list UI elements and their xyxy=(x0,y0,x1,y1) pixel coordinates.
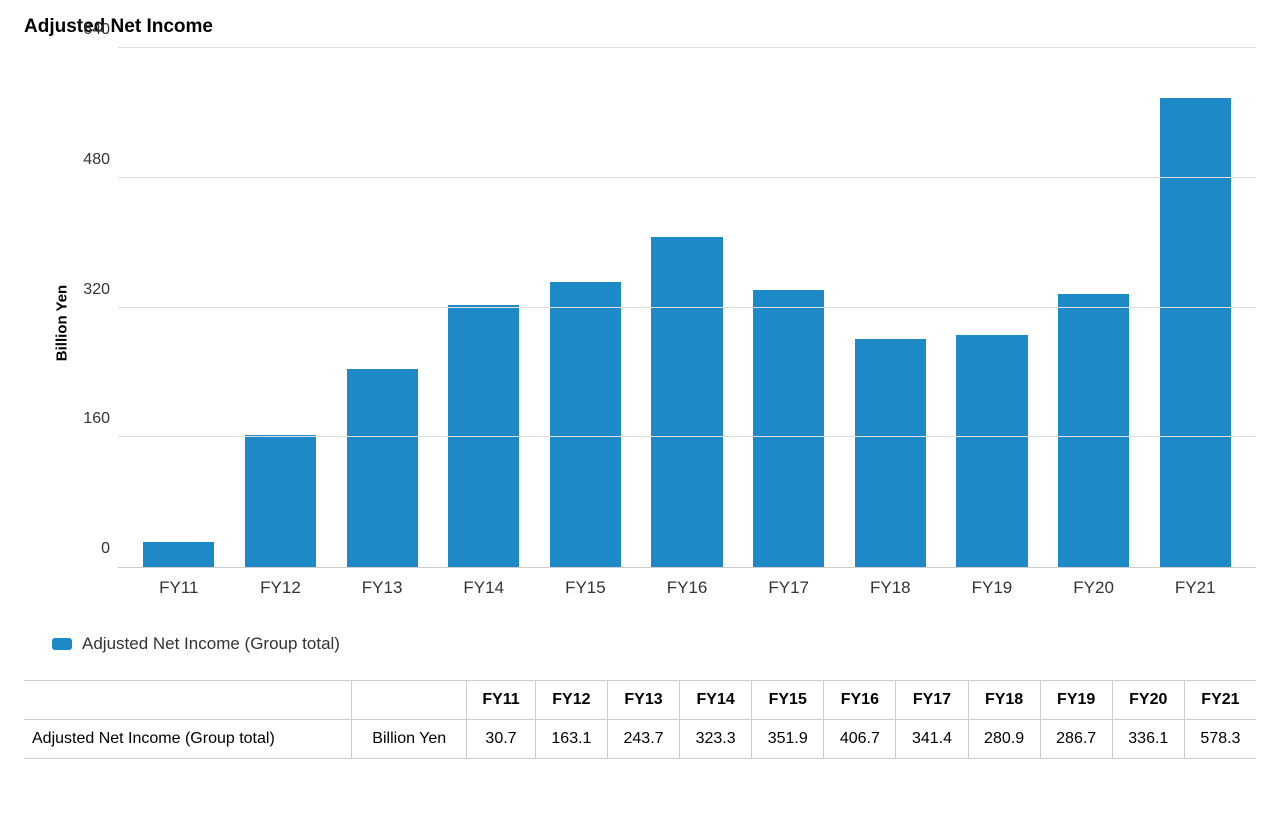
x-tick-label: FY19 xyxy=(941,578,1043,598)
plot-area: 0160320480640 xyxy=(118,48,1256,568)
bar xyxy=(143,542,214,567)
bar xyxy=(651,237,722,567)
bar xyxy=(855,339,926,567)
table-cell: 351.9 xyxy=(752,720,824,759)
bar-slot xyxy=(636,48,738,567)
bar-slot xyxy=(331,48,433,567)
grid-line xyxy=(118,47,1256,48)
table-unit-header xyxy=(352,681,467,720)
table-column-header: FY12 xyxy=(535,681,607,720)
bar xyxy=(550,282,621,567)
grid-line xyxy=(118,307,1256,308)
grid-line xyxy=(118,436,1256,437)
bar-slot xyxy=(1043,48,1145,567)
bar-slot xyxy=(941,48,1043,567)
table-column-header: FY17 xyxy=(896,681,968,720)
x-tick-label: FY11 xyxy=(128,578,230,598)
bar-slot xyxy=(535,48,637,567)
table-cell: 280.9 xyxy=(968,720,1040,759)
grid-line xyxy=(118,177,1256,178)
legend-label: Adjusted Net Income (Group total) xyxy=(82,634,340,654)
bar-slot xyxy=(128,48,230,567)
table-unit-cell: Billion Yen xyxy=(352,720,467,759)
table-cell: 243.7 xyxy=(607,720,679,759)
x-tick-label: FY12 xyxy=(230,578,332,598)
y-tick-label: 160 xyxy=(64,410,110,428)
bar-slot xyxy=(433,48,535,567)
table-column-header: FY21 xyxy=(1184,681,1256,720)
table-cell: 323.3 xyxy=(680,720,752,759)
table-row-label: Adjusted Net Income (Group total) xyxy=(24,720,352,759)
table-cell: 286.7 xyxy=(1040,720,1112,759)
x-tick-label: FY14 xyxy=(433,578,535,598)
x-tick-label: FY13 xyxy=(331,578,433,598)
x-tick-label: FY18 xyxy=(839,578,941,598)
bar-slot xyxy=(738,48,840,567)
table-cell: 341.4 xyxy=(896,720,968,759)
x-axis-labels: FY11FY12FY13FY14FY15FY16FY17FY18FY19FY20… xyxy=(118,578,1256,598)
table-column-header: FY14 xyxy=(680,681,752,720)
table-header-row: FY11FY12FY13FY14FY15FY16FY17FY18FY19FY20… xyxy=(24,681,1256,720)
table-column-header: FY19 xyxy=(1040,681,1112,720)
bar-slot xyxy=(839,48,941,567)
table-column-header: FY11 xyxy=(467,681,536,720)
table-column-header: FY16 xyxy=(824,681,896,720)
chart-container: Billion Yen 0160320480640 FY11FY12FY13FY… xyxy=(64,48,1256,598)
legend: Adjusted Net Income (Group total) xyxy=(52,634,1256,654)
bar xyxy=(347,369,418,567)
table-cell: 163.1 xyxy=(535,720,607,759)
x-tick-label: FY17 xyxy=(738,578,840,598)
table-column-header: FY15 xyxy=(752,681,824,720)
table-corner-cell xyxy=(24,681,352,720)
bar-slot xyxy=(230,48,332,567)
table-cell: 406.7 xyxy=(824,720,896,759)
chart-title: Adjusted Net Income xyxy=(24,16,1256,38)
x-tick-label: FY21 xyxy=(1144,578,1246,598)
x-tick-label: FY16 xyxy=(636,578,738,598)
bar xyxy=(956,335,1027,567)
table-column-header: FY13 xyxy=(607,681,679,720)
table-cell: 30.7 xyxy=(467,720,536,759)
bar xyxy=(1058,294,1129,567)
bar xyxy=(753,290,824,567)
bar-slot xyxy=(1144,48,1246,567)
bar xyxy=(245,435,316,567)
y-tick-label: 0 xyxy=(64,540,110,558)
y-tick-label: 320 xyxy=(64,281,110,299)
legend-swatch xyxy=(52,638,72,650)
table-column-header: FY18 xyxy=(968,681,1040,720)
table-column-header: FY20 xyxy=(1112,681,1184,720)
y-tick-label: 480 xyxy=(64,151,110,169)
table-cell: 578.3 xyxy=(1184,720,1256,759)
x-tick-label: FY20 xyxy=(1043,578,1145,598)
bars-container xyxy=(118,48,1256,567)
bar xyxy=(1160,98,1231,567)
y-tick-label: 640 xyxy=(64,21,110,39)
table-cell: 336.1 xyxy=(1112,720,1184,759)
table-row: Adjusted Net Income (Group total) Billio… xyxy=(24,720,1256,759)
data-table: FY11FY12FY13FY14FY15FY16FY17FY18FY19FY20… xyxy=(24,680,1256,759)
x-tick-label: FY15 xyxy=(535,578,637,598)
